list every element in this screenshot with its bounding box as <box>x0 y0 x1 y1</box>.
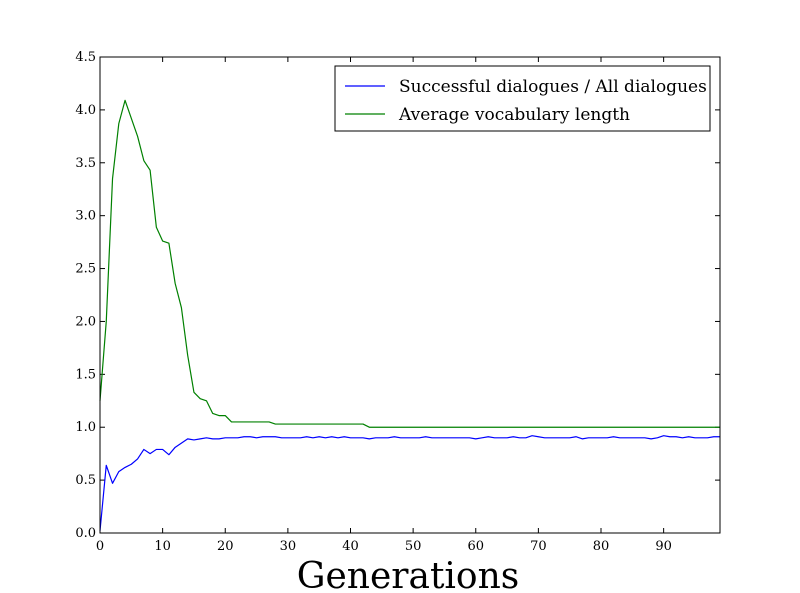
y-tick-label: 1.5 <box>75 367 96 382</box>
y-tick-label: 4.5 <box>75 50 96 65</box>
x-tick-label: 20 <box>217 539 234 554</box>
plot-frame <box>99 56 721 534</box>
x-tick-label: 90 <box>655 539 672 554</box>
y-tick-label: 2.0 <box>75 314 96 329</box>
y-tick-label: 0.5 <box>75 473 96 488</box>
x-tick-label: 40 <box>342 539 359 554</box>
legend-box <box>334 65 711 132</box>
x-tick-label: 60 <box>467 539 484 554</box>
y-tick-label: 4.0 <box>75 103 96 118</box>
y-tick-label: 2.5 <box>75 262 96 277</box>
series-layer <box>99 99 720 531</box>
legend-label-vocabulary-length: Average vocabulary length <box>398 105 630 125</box>
series-line-successful-dialogues <box>99 435 720 531</box>
x-tick-label: 0 <box>96 539 104 554</box>
x-axis-label: Generations <box>297 556 520 593</box>
legend-label-successful-dialogues: Successful dialogues / All dialogues <box>399 77 707 97</box>
y-tick-label: 3.5 <box>75 156 96 171</box>
x-tick-label: 80 <box>593 539 610 554</box>
x-tick-label: 70 <box>530 539 547 554</box>
x-tick-label: 30 <box>280 539 297 554</box>
x-tick-label: 50 <box>405 539 422 554</box>
y-tick-label: 3.0 <box>75 209 96 224</box>
x-tick-label: 10 <box>154 539 171 554</box>
y-tick-label: 0.0 <box>75 526 96 541</box>
ticks-layer: 0 10 20 30 40 50 60 70 80 90 0.0 0.5 1.0 1.5 2.0 2.5 3.0… <box>75 50 720 554</box>
legend: Successful dialogues / All dialogues Ave… <box>334 65 711 132</box>
y-tick-label: 1.0 <box>75 420 96 435</box>
series-line-vocabulary-length <box>99 99 720 428</box>
